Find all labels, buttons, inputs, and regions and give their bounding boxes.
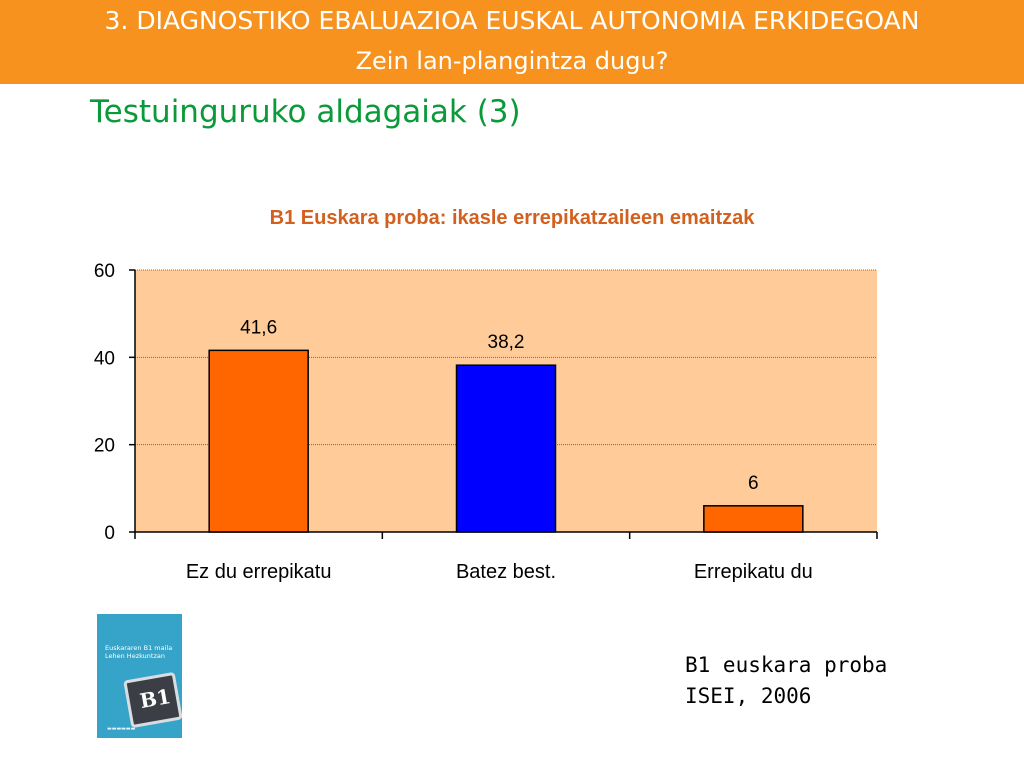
data-label: 41,6 — [240, 317, 277, 338]
publisher-mark: ▬▬▬▬▬▬ — [107, 726, 136, 732]
x-tick-label: Errepikatu du — [694, 561, 813, 583]
y-tick-label: 40 — [94, 348, 115, 369]
book-cover-image: Euskararen B1 maila Lehen Hezkuntzan B1 … — [97, 614, 182, 738]
book-cover-title: Euskararen B1 maila Lehen Hezkuntzan — [105, 644, 173, 660]
bar-chart: 0 20 40 60 41,6 Ez du errepikatu 38,2 Batez bes… — [94, 261, 878, 583]
x-tick-label: Ez du errepikatu — [186, 561, 332, 583]
source-citation: B1 euskara proba ISEI, 2006 — [685, 650, 887, 712]
x-tick-label: Batez best. — [456, 561, 556, 583]
source-line-2: ISEI, 2006 — [685, 684, 812, 708]
header-title: 3. DIAGNOSTIKO EBALUAZIOA EUSKAL AUTONOM… — [104, 6, 920, 35]
bar — [703, 505, 804, 533]
bar — [455, 364, 557, 533]
bar — [208, 349, 309, 533]
b1-card-label: B1 — [137, 684, 173, 714]
chart-title: B1 Euskara proba: ikasle errepikatzailee… — [269, 207, 755, 229]
y-tick-label: 60 — [94, 261, 115, 282]
y-tick-label: 20 — [94, 436, 115, 457]
y-tick-label: 0 — [104, 523, 115, 544]
source-line-1: B1 euskara proba — [685, 653, 888, 677]
header-subtitle: Zein lan-plangintza dugu? — [355, 47, 669, 75]
data-label: 6 — [748, 473, 759, 494]
slide-subtitle: Testuinguruko aldagaiak (3) — [90, 94, 521, 130]
data-label: 38,2 — [488, 332, 525, 353]
header-banner: 3. DIAGNOSTIKO EBALUAZIOA EUSKAL AUTONOM… — [0, 0, 1024, 84]
b1-card-icon: B1 — [123, 671, 182, 729]
